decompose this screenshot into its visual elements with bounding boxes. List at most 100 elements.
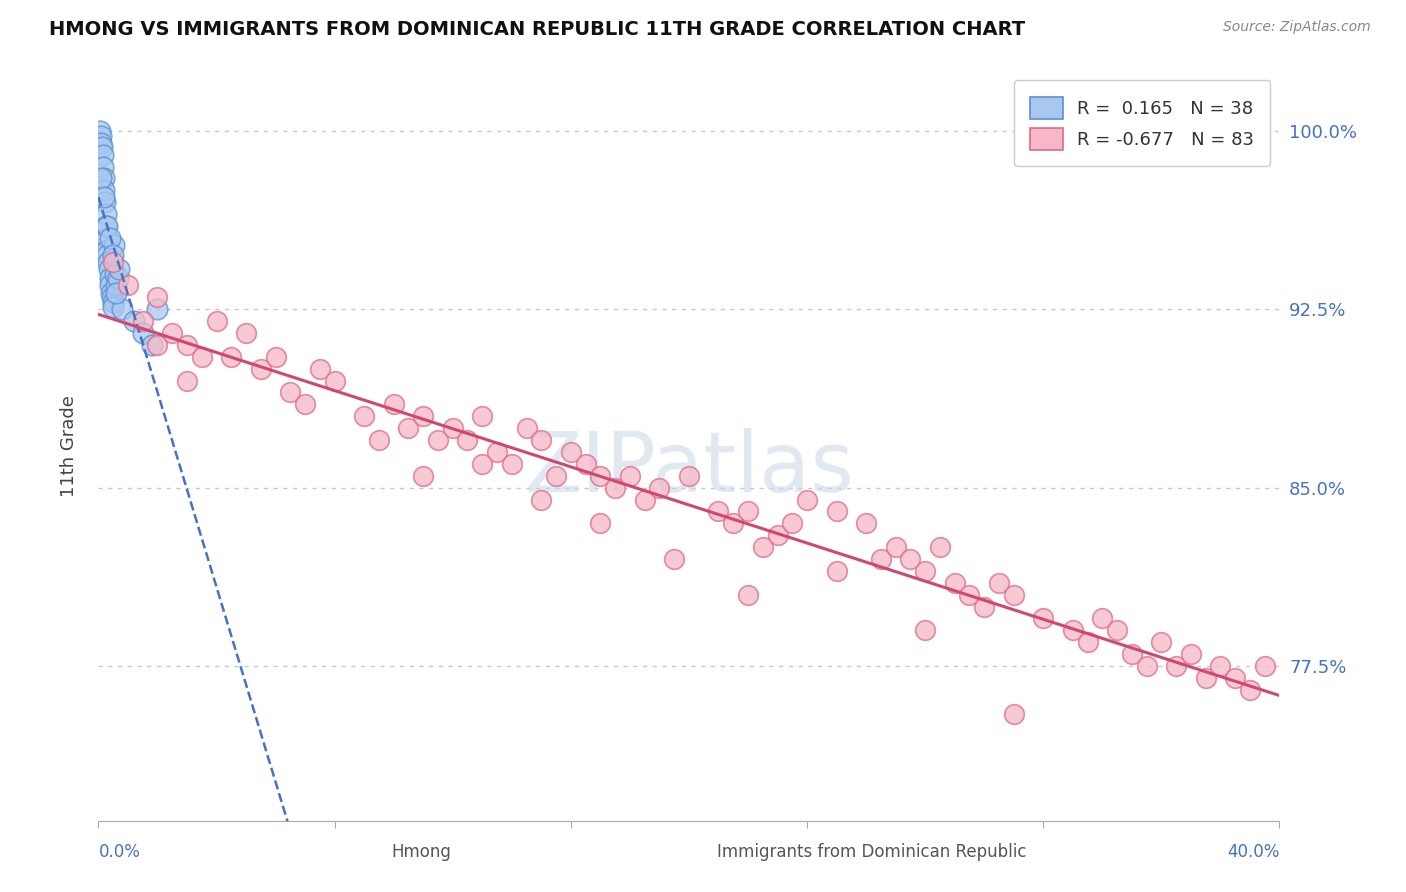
- Point: [146, 302, 169, 317]
- Point: [98, 278, 121, 293]
- Point: [427, 433, 450, 447]
- Point: [368, 433, 391, 447]
- Point: [96, 247, 118, 261]
- Point: [486, 445, 509, 459]
- Point: [90, 128, 112, 143]
- Point: [900, 552, 922, 566]
- Point: [235, 326, 257, 340]
- Point: [309, 361, 332, 376]
- Point: [122, 314, 145, 328]
- Point: [825, 504, 848, 518]
- Point: [94, 195, 117, 210]
- Point: [100, 290, 122, 304]
- Point: [1091, 611, 1114, 625]
- Point: [634, 492, 657, 507]
- Point: [105, 285, 128, 300]
- Point: [398, 421, 420, 435]
- Point: [943, 575, 966, 590]
- Point: [560, 445, 582, 459]
- Point: [250, 361, 273, 376]
- Point: [664, 552, 686, 566]
- Point: [501, 457, 523, 471]
- Point: [94, 207, 117, 221]
- Point: [91, 147, 114, 161]
- Point: [104, 267, 127, 281]
- Point: [162, 326, 183, 340]
- Point: [1254, 659, 1277, 673]
- Point: [93, 171, 115, 186]
- Point: [176, 374, 198, 388]
- Point: [884, 540, 907, 554]
- Point: [1180, 647, 1202, 661]
- Point: [103, 254, 125, 268]
- Point: [105, 278, 128, 293]
- Point: [796, 492, 818, 507]
- Point: [93, 190, 115, 204]
- Point: [723, 516, 745, 531]
- Point: [323, 374, 346, 388]
- Point: [191, 350, 214, 364]
- Text: Hmong: Hmong: [392, 843, 451, 861]
- Point: [782, 516, 804, 531]
- Point: [589, 516, 612, 531]
- Point: [737, 504, 759, 518]
- Point: [914, 564, 936, 578]
- Point: [1121, 647, 1143, 661]
- Point: [1166, 659, 1188, 673]
- Point: [1136, 659, 1159, 673]
- Point: [678, 468, 700, 483]
- Point: [93, 183, 115, 197]
- Point: [96, 219, 118, 233]
- Point: [471, 457, 494, 471]
- Point: [530, 433, 553, 447]
- Point: [294, 397, 316, 411]
- Point: [280, 385, 302, 400]
- Point: [1002, 706, 1025, 721]
- Point: [107, 271, 129, 285]
- Point: [1062, 624, 1084, 638]
- Point: [205, 314, 228, 328]
- Point: [855, 516, 877, 531]
- Text: 0.0%: 0.0%: [98, 843, 141, 861]
- Point: [353, 409, 375, 424]
- Text: Source: ZipAtlas.com: Source: ZipAtlas.com: [1223, 20, 1371, 34]
- Text: Immigrants from Dominican Republic: Immigrants from Dominican Republic: [717, 843, 1026, 861]
- Text: 40.0%: 40.0%: [1227, 843, 1279, 861]
- Point: [98, 271, 121, 285]
- Point: [91, 160, 114, 174]
- Point: [441, 421, 464, 435]
- Point: [97, 254, 120, 268]
- Point: [752, 540, 775, 554]
- Point: [412, 468, 434, 483]
- Point: [117, 278, 139, 293]
- Point: [1225, 671, 1247, 685]
- Text: ZIPatlas: ZIPatlas: [524, 428, 853, 509]
- Point: [516, 421, 538, 435]
- Point: [101, 295, 124, 310]
- Point: [870, 552, 893, 566]
- Point: [98, 231, 121, 245]
- Point: [988, 575, 1011, 590]
- Point: [825, 564, 848, 578]
- Point: [648, 481, 671, 495]
- Point: [1107, 624, 1129, 638]
- Point: [412, 409, 434, 424]
- Point: [1032, 611, 1054, 625]
- Point: [132, 314, 155, 328]
- Point: [221, 350, 243, 364]
- Point: [96, 243, 118, 257]
- Point: [1002, 588, 1025, 602]
- Point: [382, 397, 405, 411]
- Point: [1239, 682, 1261, 697]
- Point: [89, 124, 111, 138]
- Point: [605, 481, 627, 495]
- Point: [619, 468, 641, 483]
- Point: [457, 433, 479, 447]
- Point: [575, 457, 598, 471]
- Point: [530, 492, 553, 507]
- Point: [471, 409, 494, 424]
- Point: [737, 588, 759, 602]
- Point: [108, 261, 131, 276]
- Text: HMONG VS IMMIGRANTS FROM DOMINICAN REPUBLIC 11TH GRADE CORRELATION CHART: HMONG VS IMMIGRANTS FROM DOMINICAN REPUB…: [49, 20, 1025, 38]
- Point: [1077, 635, 1099, 649]
